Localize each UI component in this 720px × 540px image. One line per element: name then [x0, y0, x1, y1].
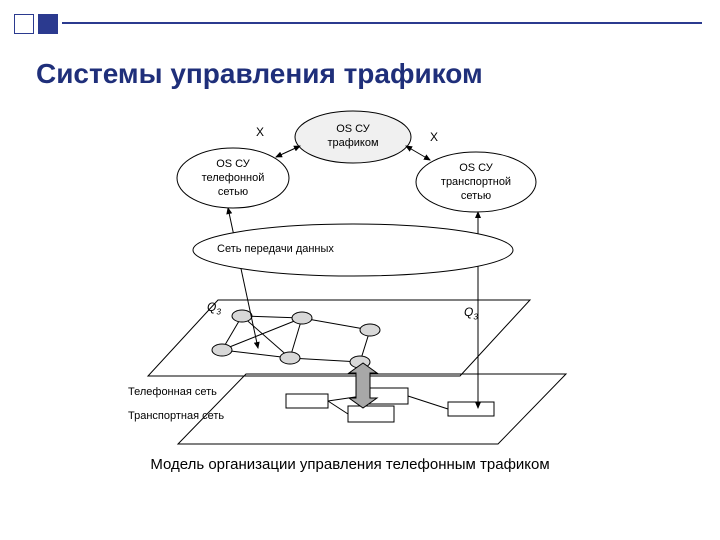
node-label-net: Сеть передачи данных [217, 243, 417, 257]
plane-label-transport: Транспортная сеть [128, 410, 224, 422]
edge-label-q2: Q3 [464, 305, 478, 321]
node-label-left: OS СУ телефонной сетью [197, 158, 269, 199]
slide: { "decorations": { "sq1": { "x": 14, "y"… [0, 0, 720, 540]
node-label-right: OS СУ транспортной сетью [436, 162, 516, 203]
figure-caption: Модель организации управления телефонным… [150, 456, 550, 473]
plane-label-telephone: Телефонная сеть [128, 386, 217, 398]
node-label-top: OS СУ трафиком [313, 123, 393, 151]
edge-label-q1: Q3 [207, 300, 221, 316]
edge-label-x1: X [256, 125, 264, 139]
edge-label-x2: X [430, 130, 438, 144]
